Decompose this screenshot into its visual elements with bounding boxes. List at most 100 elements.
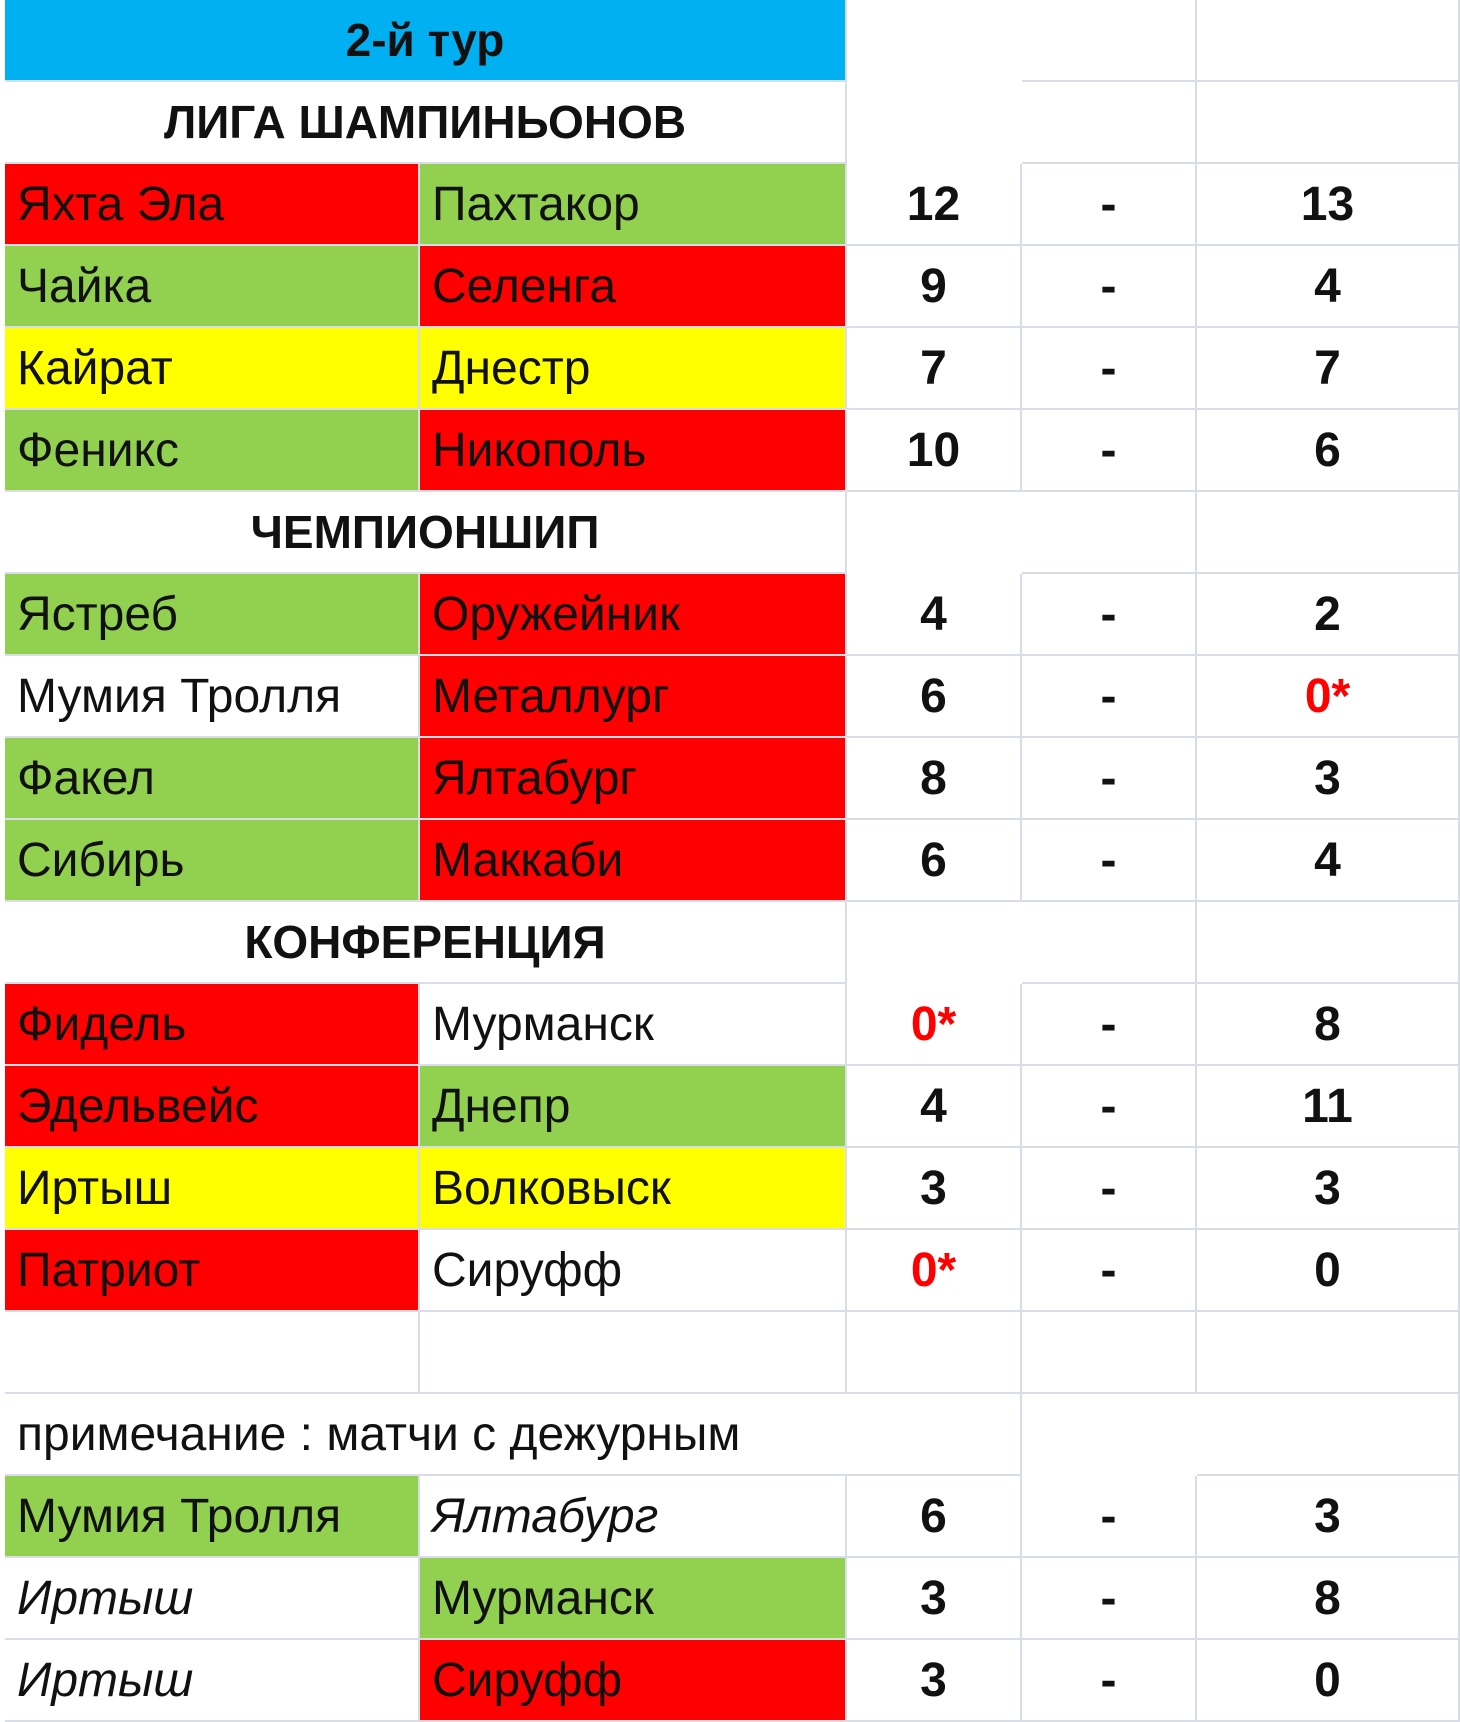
away-team-duty[interactable]: Ялтабург (420, 1476, 847, 1558)
away-score[interactable]: 0 (1197, 1230, 1460, 1312)
home-score[interactable]: 7 (847, 328, 1022, 410)
away-team[interactable]: Никополь (420, 410, 847, 492)
home-team[interactable]: Феникс (5, 410, 420, 492)
championship-heading[interactable]: ЧЕМПИОНШИП (5, 492, 847, 574)
home-score[interactable]: 6 (847, 820, 1022, 902)
away-score[interactable]: 2 (1197, 574, 1460, 656)
round-title[interactable]: 2-й тур (5, 0, 847, 82)
home-score[interactable]: 3 (847, 1558, 1022, 1640)
home-score[interactable]: 4 (847, 1066, 1022, 1148)
score-separator[interactable]: - (1022, 1476, 1197, 1558)
home-score[interactable]: 3 (847, 1640, 1022, 1722)
away-score[interactable]: 13 (1197, 164, 1460, 246)
home-score[interactable]: 4 (847, 574, 1022, 656)
home-team[interactable]: Сибирь (5, 820, 420, 902)
home-score-forfeit[interactable]: 0* (847, 1230, 1022, 1312)
empty-cell[interactable] (1197, 492, 1460, 574)
empty-cell[interactable] (1197, 902, 1460, 984)
away-team[interactable]: Оружейник (420, 574, 847, 656)
away-score[interactable]: 4 (1197, 246, 1460, 328)
empty-cell[interactable] (1022, 492, 1197, 574)
away-team[interactable]: Днестр (420, 328, 847, 410)
score-separator[interactable]: - (1022, 656, 1197, 738)
home-team[interactable]: Яхта Эла (5, 164, 420, 246)
score-separator[interactable]: - (1022, 574, 1197, 656)
away-score[interactable]: 11 (1197, 1066, 1460, 1148)
home-score[interactable]: 12 (847, 164, 1022, 246)
home-team[interactable]: Кайрат (5, 328, 420, 410)
away-team[interactable]: Ялтабург (420, 738, 847, 820)
score-separator[interactable]: - (1022, 1640, 1197, 1722)
away-score[interactable]: 3 (1197, 738, 1460, 820)
away-score[interactable]: 3 (1197, 1476, 1460, 1558)
away-score[interactable]: 0 (1197, 1640, 1460, 1722)
away-team[interactable]: Маккаби (420, 820, 847, 902)
home-score[interactable]: 6 (847, 1476, 1022, 1558)
match-row: Факел Ялтабург 8 - 3 (0, 738, 1460, 820)
away-score-forfeit[interactable]: 0* (1197, 656, 1460, 738)
score-separator[interactable]: - (1022, 410, 1197, 492)
empty-cell[interactable] (5, 1312, 420, 1394)
match-row: Яхта Эла Пахтакор 12 - 13 (0, 164, 1460, 246)
away-team[interactable]: Мурманск (420, 1558, 847, 1640)
section-heading-row: ЛИГА ШАМПИНЬОНОВ (0, 82, 1460, 164)
score-separator[interactable]: - (1022, 1066, 1197, 1148)
away-score[interactable]: 3 (1197, 1148, 1460, 1230)
home-score-forfeit[interactable]: 0* (847, 984, 1022, 1066)
score-separator[interactable]: - (1022, 164, 1197, 246)
score-separator[interactable]: - (1022, 246, 1197, 328)
away-score[interactable]: 8 (1197, 1558, 1460, 1640)
home-team[interactable]: Патриот (5, 1230, 420, 1312)
home-score[interactable]: 6 (847, 656, 1022, 738)
away-team[interactable]: Волковыск (420, 1148, 847, 1230)
match-row: Чайка Селенга 9 - 4 (0, 246, 1460, 328)
empty-cell[interactable] (1022, 82, 1197, 164)
home-team[interactable]: Ястреб (5, 574, 420, 656)
home-score[interactable]: 3 (847, 1148, 1022, 1230)
away-team[interactable]: Днепр (420, 1066, 847, 1148)
empty-cell[interactable] (1022, 0, 1197, 82)
home-team-duty[interactable]: Иртыш (5, 1640, 420, 1722)
empty-cell[interactable] (1022, 902, 1197, 984)
home-team[interactable]: Мумия Тролля (5, 656, 420, 738)
empty-cell[interactable] (1197, 1312, 1460, 1394)
home-team[interactable]: Чайка (5, 246, 420, 328)
score-separator[interactable]: - (1022, 1148, 1197, 1230)
title-row: 2-й тур (0, 0, 1460, 82)
empty-cell[interactable] (1197, 1394, 1460, 1476)
away-team[interactable]: Селенга (420, 246, 847, 328)
champions-league-heading[interactable]: ЛИГА ШАМПИНЬОНОВ (5, 82, 847, 164)
empty-cell[interactable] (1022, 1312, 1197, 1394)
home-team[interactable]: Иртыш (5, 1148, 420, 1230)
away-score[interactable]: 6 (1197, 410, 1460, 492)
away-team[interactable]: Пахтакор (420, 164, 847, 246)
score-separator[interactable]: - (1022, 820, 1197, 902)
away-team[interactable]: Мурманск (420, 984, 847, 1066)
away-team[interactable]: Металлург (420, 656, 847, 738)
score-separator[interactable]: - (1022, 984, 1197, 1066)
empty-cell[interactable] (420, 1312, 847, 1394)
away-score[interactable]: 8 (1197, 984, 1460, 1066)
away-score[interactable]: 4 (1197, 820, 1460, 902)
away-score[interactable]: 7 (1197, 328, 1460, 410)
home-team[interactable]: Фидель (5, 984, 420, 1066)
empty-cell[interactable] (847, 1312, 1022, 1394)
home-score[interactable]: 10 (847, 410, 1022, 492)
conference-heading[interactable]: КОНФЕРЕНЦИЯ (5, 902, 847, 984)
away-team[interactable]: Сируфф (420, 1640, 847, 1722)
score-separator[interactable]: - (1022, 738, 1197, 820)
home-score[interactable]: 9 (847, 246, 1022, 328)
empty-cell[interactable] (1197, 0, 1460, 82)
score-separator[interactable]: - (1022, 1230, 1197, 1312)
empty-cell[interactable] (1197, 82, 1460, 164)
score-separator[interactable]: - (1022, 328, 1197, 410)
away-team[interactable]: Сируфф (420, 1230, 847, 1312)
score-separator[interactable]: - (1022, 1558, 1197, 1640)
home-team[interactable]: Факел (5, 738, 420, 820)
home-team-duty[interactable]: Иртыш (5, 1558, 420, 1640)
home-score[interactable]: 8 (847, 738, 1022, 820)
home-team[interactable]: Эдельвейс (5, 1066, 420, 1148)
duty-match-row: Мумия Тролля Ялтабург 6 - 3 (0, 1476, 1460, 1558)
home-team[interactable]: Мумия Тролля (5, 1476, 420, 1558)
note-text[interactable]: примечание : матчи с дежурным (5, 1394, 1022, 1476)
